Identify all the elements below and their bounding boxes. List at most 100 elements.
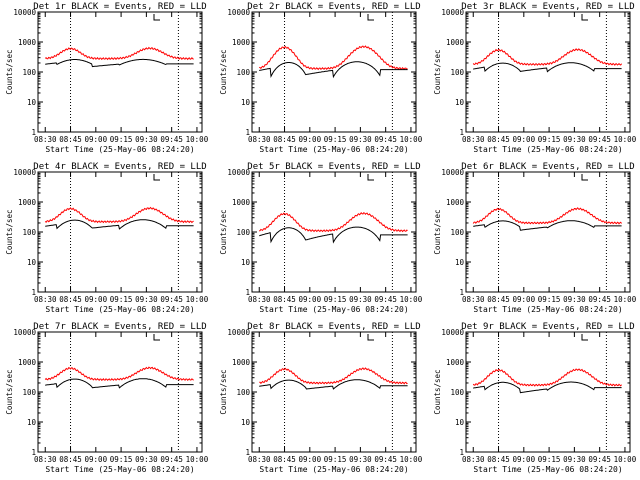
y-axis-label: Counts/sec bbox=[433, 49, 442, 94]
plot-frame bbox=[251, 331, 417, 453]
x-tick-label: 09:30 bbox=[135, 455, 158, 464]
x-tick-label: 09:45 bbox=[374, 455, 397, 464]
y-tick-label: 1000 bbox=[446, 198, 465, 207]
y-tick-label: 1 bbox=[459, 288, 464, 297]
y-tick-label: 10000 bbox=[13, 328, 36, 337]
panel-title: Det 3r BLACK = Events, RED = LLD bbox=[461, 2, 634, 12]
y-axis-label: Counts/sec bbox=[5, 369, 14, 414]
x-tick-label: 09:00 bbox=[299, 455, 322, 464]
x-tick-label: 08:45 bbox=[273, 295, 296, 304]
y-tick-label: 1 bbox=[459, 128, 464, 137]
y-tick-label: 1 bbox=[245, 128, 250, 137]
x-axis-label: Start Time (25-May-06 08:24:20) bbox=[473, 145, 622, 154]
x-tick-label: 08:30 bbox=[248, 135, 271, 144]
x-tick-label: 09:00 bbox=[513, 135, 536, 144]
legend-marker bbox=[153, 174, 160, 181]
x-tick-label: 09:30 bbox=[563, 455, 586, 464]
x-tick-label: 10:00 bbox=[614, 455, 637, 464]
x-tick-label: 09:30 bbox=[349, 455, 372, 464]
x-tick-label: 08:30 bbox=[248, 455, 271, 464]
panel-title: Det 5r BLACK = Events, RED = LLD bbox=[247, 162, 420, 172]
panel-det-6: Det 6r BLACK = Events, RED = LLD 1 10 100 10… bbox=[433, 162, 637, 314]
x-tick-label: 10:00 bbox=[186, 295, 209, 304]
x-tick-label: 09:15 bbox=[324, 135, 347, 144]
series-lld bbox=[44, 46, 194, 61]
y-tick-label: 100 bbox=[22, 388, 36, 397]
x-tick-label: 09:15 bbox=[110, 455, 133, 464]
y-tick-label: 10 bbox=[241, 258, 251, 267]
y-tick-label: 1 bbox=[31, 288, 36, 297]
x-tick-label: 08:45 bbox=[273, 135, 296, 144]
series-events bbox=[45, 58, 194, 68]
x-tick-label: 09:45 bbox=[588, 295, 611, 304]
x-tick-label: 10:00 bbox=[400, 135, 423, 144]
panel-title: Det 7r BLACK = Events, RED = LLD bbox=[33, 322, 206, 332]
x-axis-label: Start Time (25-May-06 08:24:20) bbox=[473, 305, 622, 314]
x-tick-label: 08:30 bbox=[462, 455, 485, 464]
x-tick-label: 09:30 bbox=[349, 295, 372, 304]
legend-marker bbox=[581, 14, 588, 21]
panel-title: Det 2r BLACK = Events, RED = LLD bbox=[247, 2, 420, 12]
panel-det-3: Det 3r BLACK = Events, RED = LLD 1 10 100 10… bbox=[433, 2, 637, 154]
y-tick-label: 1000 bbox=[18, 358, 37, 367]
x-tick-label: 09:45 bbox=[160, 455, 183, 464]
y-tick-label: 10000 bbox=[227, 8, 250, 17]
x-tick-label: 09:45 bbox=[374, 135, 397, 144]
y-tick-label: 10000 bbox=[13, 8, 36, 17]
plot-frame bbox=[251, 11, 417, 133]
y-tick-label: 100 bbox=[236, 228, 250, 237]
y-tick-label: 1 bbox=[31, 128, 36, 137]
legend-marker bbox=[367, 14, 374, 21]
y-tick-label: 10000 bbox=[13, 168, 36, 177]
series-events bbox=[473, 220, 622, 231]
y-tick-label: 1000 bbox=[232, 38, 251, 47]
y-tick-label: 10 bbox=[27, 258, 37, 267]
y-tick-label: 100 bbox=[236, 68, 250, 77]
x-tick-label: 09:00 bbox=[85, 135, 108, 144]
panel-det-4: Det 4r BLACK = Events, RED = LLD 1 10 100 10… bbox=[5, 162, 209, 314]
x-axis-label: Start Time (25-May-06 08:24:20) bbox=[259, 145, 408, 154]
x-tick-label: 09:45 bbox=[160, 135, 183, 144]
x-tick-label: 09:15 bbox=[538, 295, 561, 304]
x-axis-label: Start Time (25-May-06 08:24:20) bbox=[45, 145, 194, 154]
x-tick-label: 10:00 bbox=[614, 135, 637, 144]
y-tick-label: 100 bbox=[22, 228, 36, 237]
y-tick-label: 10 bbox=[455, 418, 465, 427]
x-tick-label: 09:30 bbox=[563, 295, 586, 304]
x-tick-label: 08:45 bbox=[273, 455, 296, 464]
y-tick-label: 100 bbox=[22, 68, 36, 77]
x-tick-label: 08:45 bbox=[59, 455, 82, 464]
legend-marker bbox=[367, 334, 374, 341]
x-tick-label: 08:45 bbox=[487, 135, 510, 144]
series-events bbox=[45, 378, 194, 389]
x-tick-label: 09:15 bbox=[110, 295, 133, 304]
x-tick-label: 08:30 bbox=[34, 455, 57, 464]
x-tick-label: 09:00 bbox=[299, 295, 322, 304]
y-tick-label: 10 bbox=[241, 418, 251, 427]
series-lld bbox=[44, 366, 194, 382]
series-events bbox=[473, 62, 622, 73]
x-tick-label: 09:00 bbox=[85, 455, 108, 464]
y-tick-label: 10000 bbox=[441, 328, 464, 337]
y-tick-label: 1000 bbox=[18, 198, 37, 207]
x-axis-label: Start Time (25-May-06 08:24:20) bbox=[259, 465, 408, 474]
y-tick-label: 1 bbox=[31, 448, 36, 457]
panel-det-7: Det 7r BLACK = Events, RED = LLD 1 10 100 10… bbox=[5, 322, 209, 474]
x-tick-label: 09:30 bbox=[135, 135, 158, 144]
plot-frame bbox=[465, 171, 631, 293]
x-tick-label: 09:15 bbox=[538, 135, 561, 144]
x-tick-label: 08:45 bbox=[59, 295, 82, 304]
panel-det-1: Det 1r BLACK = Events, RED = LLD 1 10 100 10… bbox=[5, 2, 209, 154]
y-tick-label: 10000 bbox=[227, 328, 250, 337]
y-tick-label: 10000 bbox=[227, 168, 250, 177]
x-tick-label: 09:15 bbox=[110, 135, 133, 144]
x-axis-label: Start Time (25-May-06 08:24:20) bbox=[259, 305, 408, 314]
x-tick-label: 09:00 bbox=[299, 135, 322, 144]
y-tick-label: 100 bbox=[450, 68, 464, 77]
x-tick-label: 09:15 bbox=[538, 455, 561, 464]
x-tick-label: 08:30 bbox=[248, 295, 271, 304]
panel-title: Det 8r BLACK = Events, RED = LLD bbox=[247, 322, 420, 332]
x-axis-label: Start Time (25-May-06 08:24:20) bbox=[45, 305, 194, 314]
x-axis-label: Start Time (25-May-06 08:24:20) bbox=[45, 465, 194, 474]
